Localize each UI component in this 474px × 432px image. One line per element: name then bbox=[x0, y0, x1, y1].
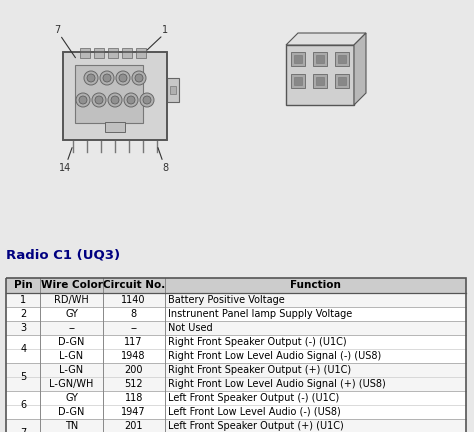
Circle shape bbox=[103, 74, 111, 82]
Text: Left Front Low Level Audio (-) (US8): Left Front Low Level Audio (-) (US8) bbox=[168, 407, 340, 417]
Bar bbox=[335, 74, 349, 88]
Circle shape bbox=[127, 96, 135, 104]
Text: TN: TN bbox=[65, 421, 78, 431]
Bar bbox=[75, 65, 143, 123]
Circle shape bbox=[116, 71, 130, 85]
Text: 512: 512 bbox=[124, 379, 143, 389]
Text: 3: 3 bbox=[20, 323, 27, 333]
Bar bbox=[6, 335, 466, 363]
Bar bbox=[108, 48, 118, 58]
Circle shape bbox=[92, 93, 106, 107]
Text: Right Front Speaker Output (-) (U1C): Right Front Speaker Output (-) (U1C) bbox=[168, 337, 346, 347]
Circle shape bbox=[140, 93, 154, 107]
Text: RD/WH: RD/WH bbox=[54, 295, 89, 305]
Bar bbox=[291, 52, 305, 66]
Bar bbox=[6, 391, 466, 419]
Bar bbox=[291, 74, 305, 88]
Bar bbox=[63, 52, 167, 140]
Bar bbox=[316, 55, 324, 63]
Bar bbox=[313, 74, 327, 88]
Text: 118: 118 bbox=[125, 393, 143, 403]
Circle shape bbox=[76, 93, 90, 107]
Text: 4: 4 bbox=[20, 344, 27, 354]
Bar bbox=[122, 48, 132, 58]
Bar bbox=[316, 77, 324, 85]
Text: 201: 201 bbox=[124, 421, 143, 431]
Circle shape bbox=[79, 96, 87, 104]
Text: L-GN/WH: L-GN/WH bbox=[49, 379, 94, 389]
Circle shape bbox=[100, 71, 114, 85]
Text: Right Front Low Level Audio Signal (-) (US8): Right Front Low Level Audio Signal (-) (… bbox=[168, 351, 381, 361]
Text: Right Front Speaker Output (+) (U1C): Right Front Speaker Output (+) (U1C) bbox=[168, 365, 351, 375]
Circle shape bbox=[143, 96, 151, 104]
Circle shape bbox=[108, 93, 122, 107]
Bar bbox=[63, 52, 167, 140]
Text: 14: 14 bbox=[59, 163, 71, 173]
Text: 7: 7 bbox=[54, 25, 60, 35]
Text: 2: 2 bbox=[20, 309, 27, 319]
Bar bbox=[6, 321, 466, 335]
Bar bbox=[6, 419, 466, 432]
Bar bbox=[294, 55, 302, 63]
Bar bbox=[313, 52, 327, 66]
Text: Wire Color: Wire Color bbox=[41, 280, 102, 290]
Text: Left Front Speaker Output (+) (U1C): Left Front Speaker Output (+) (U1C) bbox=[168, 421, 344, 431]
Text: 7: 7 bbox=[20, 428, 27, 432]
Bar bbox=[294, 77, 302, 85]
Text: Battery Positive Voltage: Battery Positive Voltage bbox=[168, 295, 284, 305]
Bar bbox=[338, 55, 346, 63]
Text: 6: 6 bbox=[20, 400, 27, 410]
Circle shape bbox=[124, 93, 138, 107]
Text: D-GN: D-GN bbox=[58, 337, 85, 347]
Text: 200: 200 bbox=[124, 365, 143, 375]
Bar bbox=[286, 45, 354, 105]
Bar bbox=[6, 278, 466, 293]
Text: 8: 8 bbox=[162, 163, 168, 173]
Text: 1947: 1947 bbox=[121, 407, 146, 417]
Text: Right Front Low Level Audio Signal (+) (US8): Right Front Low Level Audio Signal (+) (… bbox=[168, 379, 385, 389]
Polygon shape bbox=[354, 33, 366, 105]
Circle shape bbox=[119, 74, 127, 82]
Circle shape bbox=[132, 71, 146, 85]
Bar bbox=[167, 78, 179, 102]
Text: --: -- bbox=[130, 323, 137, 333]
Text: Pin: Pin bbox=[14, 280, 33, 290]
Text: --: -- bbox=[68, 323, 75, 333]
Text: 5: 5 bbox=[20, 372, 27, 382]
Polygon shape bbox=[286, 33, 366, 45]
Text: 1948: 1948 bbox=[121, 351, 146, 361]
Bar bbox=[338, 77, 346, 85]
Text: L-GN: L-GN bbox=[60, 365, 83, 375]
Text: GY: GY bbox=[65, 309, 78, 319]
Bar bbox=[335, 52, 349, 66]
Text: D-GN: D-GN bbox=[58, 407, 85, 417]
Bar bbox=[80, 48, 90, 58]
Text: 117: 117 bbox=[124, 337, 143, 347]
Circle shape bbox=[95, 96, 103, 104]
Bar bbox=[94, 48, 104, 58]
Circle shape bbox=[87, 74, 95, 82]
Circle shape bbox=[84, 71, 98, 85]
Text: Not Used: Not Used bbox=[168, 323, 212, 333]
Text: 1: 1 bbox=[162, 25, 168, 35]
Text: 1: 1 bbox=[20, 295, 27, 305]
Circle shape bbox=[135, 74, 143, 82]
Text: Circuit No.: Circuit No. bbox=[102, 280, 165, 290]
Bar bbox=[6, 293, 466, 307]
Text: Radio C1 (UQ3): Radio C1 (UQ3) bbox=[6, 249, 120, 262]
Bar bbox=[170, 86, 176, 94]
Text: Left Front Speaker Output (-) (U1C): Left Front Speaker Output (-) (U1C) bbox=[168, 393, 339, 403]
Bar bbox=[6, 278, 466, 432]
Circle shape bbox=[111, 96, 119, 104]
Text: L-GN: L-GN bbox=[60, 351, 83, 361]
Text: 8: 8 bbox=[131, 309, 137, 319]
Bar bbox=[6, 363, 466, 391]
Text: 1140: 1140 bbox=[121, 295, 146, 305]
Text: GY: GY bbox=[65, 393, 78, 403]
Text: Instrunent Panel lamp Supply Voltage: Instrunent Panel lamp Supply Voltage bbox=[168, 309, 352, 319]
Bar bbox=[136, 48, 146, 58]
Text: Function: Function bbox=[290, 280, 341, 290]
Bar bbox=[105, 122, 125, 132]
Bar bbox=[6, 307, 466, 321]
